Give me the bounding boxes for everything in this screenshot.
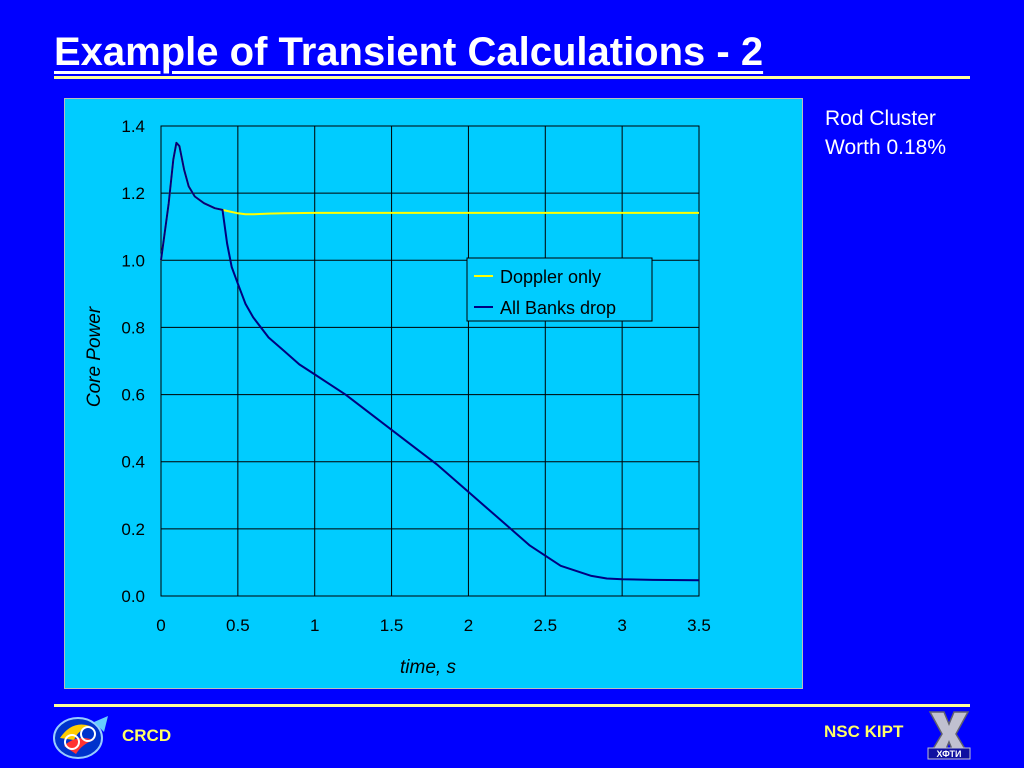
y-tick-label-3: 0.6 [121, 386, 145, 405]
y-tick-label-4: 0.8 [121, 318, 145, 337]
x-tick-label-6: 3 [617, 616, 626, 635]
x-tick-label-7: 3.5 [687, 616, 711, 635]
chart-grid [160, 125, 700, 597]
rod-cluster-annotation: Rod Cluster Worth 0.18% [825, 104, 946, 162]
legend-label-doppler: Doppler only [500, 267, 601, 287]
x-tick-labels: 0 0.5 1 1.5 2 2.5 3 3.5 [156, 616, 711, 635]
crcd-logo-icon [53, 716, 108, 759]
chart-series [160, 141, 700, 582]
chart-legend: Doppler only All Banks drop [466, 257, 653, 322]
slide-title: Example of Transient Calculations - 2 [54, 30, 764, 74]
y-tick-label-1: 0.2 [121, 520, 145, 539]
kipt-logo-text: ХФТИ [937, 749, 962, 759]
y-tick-label-5: 1.0 [121, 251, 145, 270]
y-tick-label-0: 0.0 [121, 587, 145, 606]
x-tick-label-0: 0 [156, 616, 165, 635]
legend-box [466, 257, 653, 322]
plot-area-border [160, 125, 700, 597]
chart-frame: 0.0 0.2 0.4 0.6 0.8 1.0 1.2 1.4 0 0.5 1 1.5 2 2.5 3 3.… [64, 98, 803, 689]
x-axis-label: time, s [400, 657, 456, 678]
x-tick-label-2: 1 [310, 616, 319, 635]
annotation-line-1: Rod Cluster [825, 107, 936, 130]
footer-divider [54, 704, 970, 707]
x-tick-label-1: 0.5 [226, 616, 250, 635]
x-tick-label-4: 2 [464, 616, 473, 635]
core-power-chart: 0.0 0.2 0.4 0.6 0.8 1.0 1.2 1.4 0 0.5 1 1.5 2 2.5 3 3.… [84, 117, 711, 678]
y-tick-label-7: 1.4 [121, 117, 145, 136]
footer-crcd-label: CRCD [122, 726, 172, 745]
y-tick-label-2: 0.4 [121, 453, 145, 472]
y-axis-label: Core Power [84, 306, 105, 407]
title-divider [54, 76, 970, 79]
annotation-line-2: Worth 0.18% [825, 136, 947, 159]
x-tick-label-5: 2.5 [533, 616, 557, 635]
footer-nsc-kipt-label: NSC KIPT [824, 722, 904, 741]
y-tick-label-6: 1.2 [121, 184, 145, 203]
x-tick-label-3: 1.5 [380, 616, 404, 635]
y-tick-labels: 0.0 0.2 0.4 0.6 0.8 1.0 1.2 1.4 [121, 117, 145, 606]
legend-label-all-banks: All Banks drop [500, 298, 616, 318]
series-line-1 [160, 141, 700, 582]
series-line-0 [160, 141, 699, 261]
kipt-logo-icon: ХФТИ [927, 711, 971, 760]
